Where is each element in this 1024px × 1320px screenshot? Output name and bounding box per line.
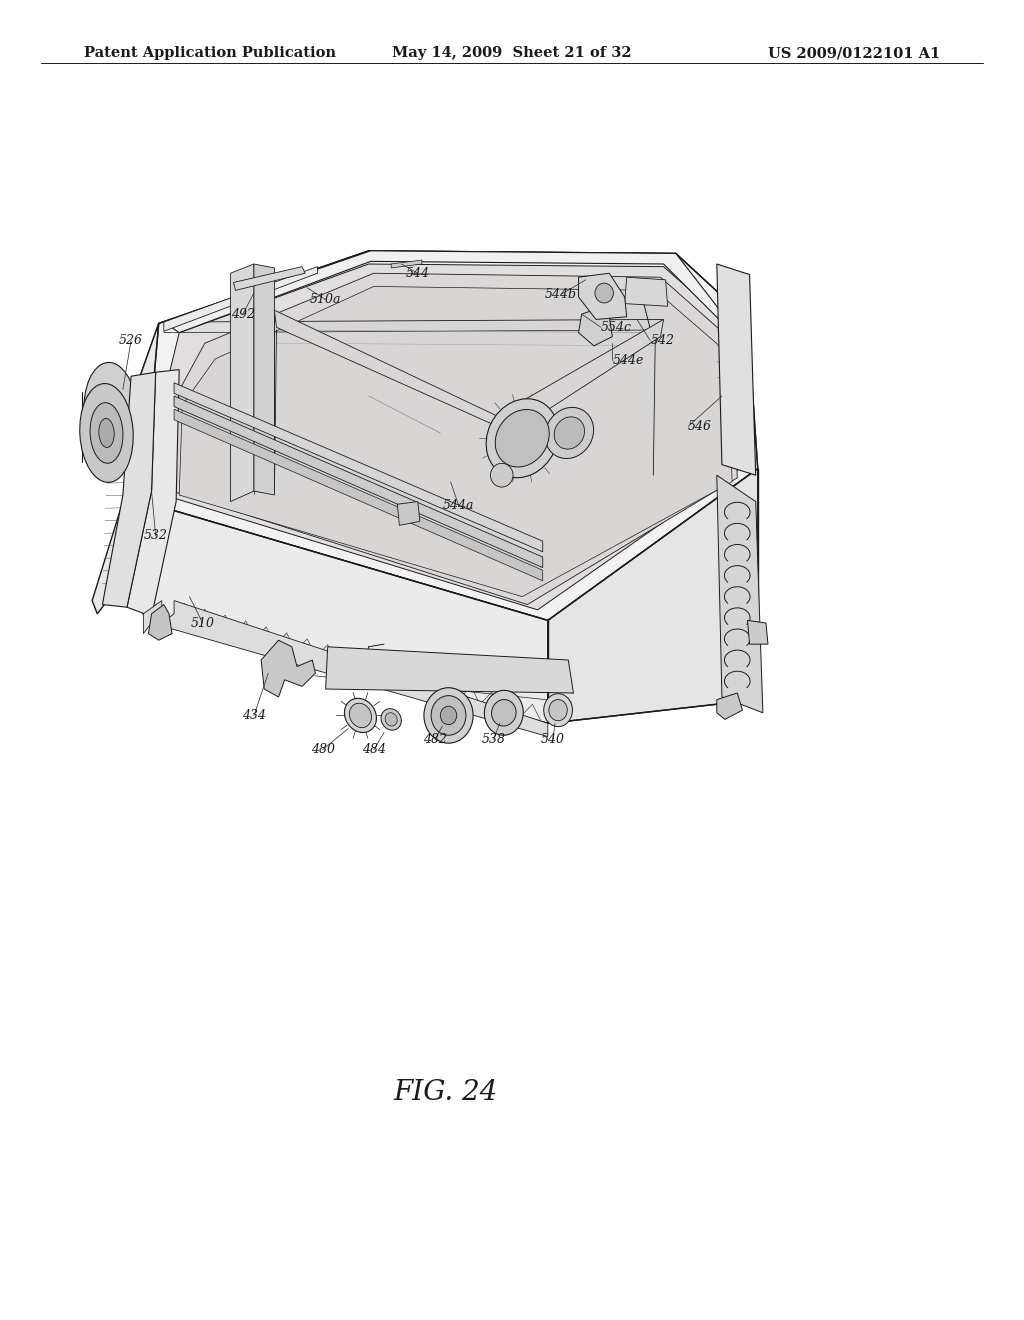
Text: 544a: 544a <box>443 499 474 512</box>
Polygon shape <box>164 267 317 331</box>
Polygon shape <box>179 286 732 597</box>
Polygon shape <box>174 383 543 552</box>
Ellipse shape <box>440 706 457 725</box>
Text: 544b: 544b <box>545 288 578 301</box>
Polygon shape <box>391 260 422 268</box>
Text: 482: 482 <box>423 733 447 746</box>
Polygon shape <box>326 647 573 693</box>
Polygon shape <box>397 502 420 525</box>
Text: 546: 546 <box>688 420 712 433</box>
Text: 510a: 510a <box>310 293 341 306</box>
Polygon shape <box>148 605 172 640</box>
Ellipse shape <box>486 399 558 478</box>
Ellipse shape <box>84 363 137 461</box>
Ellipse shape <box>80 384 133 482</box>
Text: 540: 540 <box>541 733 565 746</box>
Text: May 14, 2009  Sheet 21 of 32: May 14, 2009 Sheet 21 of 32 <box>392 46 632 61</box>
Ellipse shape <box>381 709 401 730</box>
Ellipse shape <box>595 282 613 304</box>
Ellipse shape <box>431 696 466 735</box>
Polygon shape <box>625 277 668 306</box>
Text: 510: 510 <box>190 616 215 630</box>
Text: 526: 526 <box>119 334 143 347</box>
Text: FIG. 24: FIG. 24 <box>393 1080 498 1106</box>
Ellipse shape <box>98 418 115 447</box>
Text: 484: 484 <box>361 743 386 756</box>
Text: 544: 544 <box>406 267 430 280</box>
Text: 492: 492 <box>230 308 255 321</box>
Ellipse shape <box>484 690 523 735</box>
Ellipse shape <box>385 713 397 726</box>
Polygon shape <box>717 475 763 713</box>
Ellipse shape <box>90 403 123 463</box>
Text: 538: 538 <box>481 733 506 746</box>
Text: 544e: 544e <box>612 354 644 367</box>
Text: 434: 434 <box>242 709 266 722</box>
Ellipse shape <box>349 704 372 727</box>
Polygon shape <box>548 469 758 723</box>
Ellipse shape <box>344 698 377 733</box>
Polygon shape <box>579 273 627 319</box>
Ellipse shape <box>549 700 567 721</box>
Text: 480: 480 <box>310 743 335 756</box>
Ellipse shape <box>496 409 549 467</box>
Polygon shape <box>174 396 543 568</box>
Text: 542: 542 <box>650 334 674 347</box>
Polygon shape <box>174 409 543 581</box>
Text: Patent Application Publication: Patent Application Publication <box>84 46 336 61</box>
Polygon shape <box>127 370 179 616</box>
Polygon shape <box>717 693 742 719</box>
Polygon shape <box>164 264 745 610</box>
Polygon shape <box>143 502 548 723</box>
Text: 554c: 554c <box>601 321 632 334</box>
Ellipse shape <box>424 688 473 743</box>
Ellipse shape <box>545 408 594 458</box>
Ellipse shape <box>490 463 513 487</box>
Polygon shape <box>92 323 159 614</box>
Polygon shape <box>133 251 758 620</box>
Polygon shape <box>230 264 254 502</box>
Ellipse shape <box>554 417 585 449</box>
Ellipse shape <box>492 700 516 726</box>
Polygon shape <box>274 310 664 433</box>
Polygon shape <box>172 273 737 605</box>
Polygon shape <box>717 264 756 475</box>
Polygon shape <box>164 251 735 333</box>
Text: 532: 532 <box>143 529 168 543</box>
Polygon shape <box>748 620 768 644</box>
Polygon shape <box>233 267 305 290</box>
Polygon shape <box>254 264 274 495</box>
Polygon shape <box>143 601 548 737</box>
Ellipse shape <box>544 694 572 726</box>
Polygon shape <box>261 640 315 697</box>
Text: US 2009/0122101 A1: US 2009/0122101 A1 <box>768 46 940 61</box>
Polygon shape <box>579 306 612 346</box>
Polygon shape <box>102 372 156 607</box>
